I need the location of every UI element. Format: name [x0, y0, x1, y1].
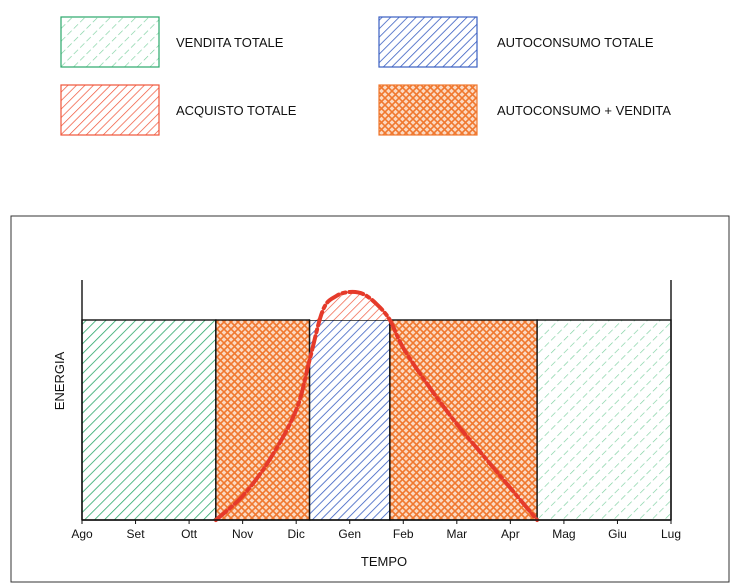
x-tick-label-apr: Apr — [501, 527, 520, 541]
x-tick-label-feb: Feb — [393, 527, 414, 541]
y-axis-label: ENERGIA — [52, 351, 67, 410]
chart-frame — [10, 215, 730, 583]
x-tick-label-mar: Mar — [446, 527, 467, 541]
axes-layer: Ago Set Ott Nov Dic Gen Feb Mar Apr Mag Giu Lug — [71, 280, 681, 541]
x-tick-label-gen: Gen — [338, 527, 361, 541]
x-tick-label-giu: Giu — [608, 527, 627, 541]
x-tick-label-ago: Ago — [71, 527, 93, 541]
demand-curve-layer — [213, 289, 540, 522]
legend-swatch-acquisto — [60, 84, 160, 136]
legend: VENDITA TOTALE AUTOCONSUMO TOTALE ACQUIS… — [60, 16, 671, 136]
legend-swatch-misto — [378, 84, 478, 136]
x-tick-label-mag: Mag — [552, 527, 575, 541]
legend-item-autoconsumo: AUTOCONSUMO TOTALE — [378, 16, 654, 68]
x-tick-label-nov: Nov — [232, 527, 253, 541]
region-misto-1 — [215, 319, 311, 521]
x-tick-label-ott: Ott — [181, 527, 198, 541]
legend-item-misto: AUTOCONSUMO + VENDITA — [378, 84, 671, 136]
region-autoconsumo-2 — [308, 319, 391, 521]
legend-swatch-vendita — [60, 16, 160, 68]
legend-label-misto: AUTOCONSUMO + VENDITA — [497, 103, 671, 118]
demand-curve — [213, 289, 540, 522]
region-vendita-4 — [536, 319, 672, 521]
legend-label-vendita: VENDITA TOTALE — [176, 35, 284, 50]
legend-item-vendita: VENDITA TOTALE — [60, 16, 284, 68]
legend-label-acquisto: ACQUISTO TOTALE — [176, 103, 297, 118]
x-tick-label-dic: Dic — [288, 527, 305, 541]
region-vendita-0 — [81, 319, 217, 521]
region-misto-3 — [389, 319, 538, 521]
regions-layer — [81, 319, 672, 521]
x-tick-label-set: Set — [127, 527, 146, 541]
legend-item-acquisto: ACQUISTO TOTALE — [60, 84, 297, 136]
x-axis-label: TEMPO — [361, 554, 407, 569]
legend-swatch-autoconsumo — [378, 16, 478, 68]
x-tick-label-lug: Lug — [661, 527, 681, 541]
legend-label-autoconsumo: AUTOCONSUMO TOTALE — [497, 35, 654, 50]
